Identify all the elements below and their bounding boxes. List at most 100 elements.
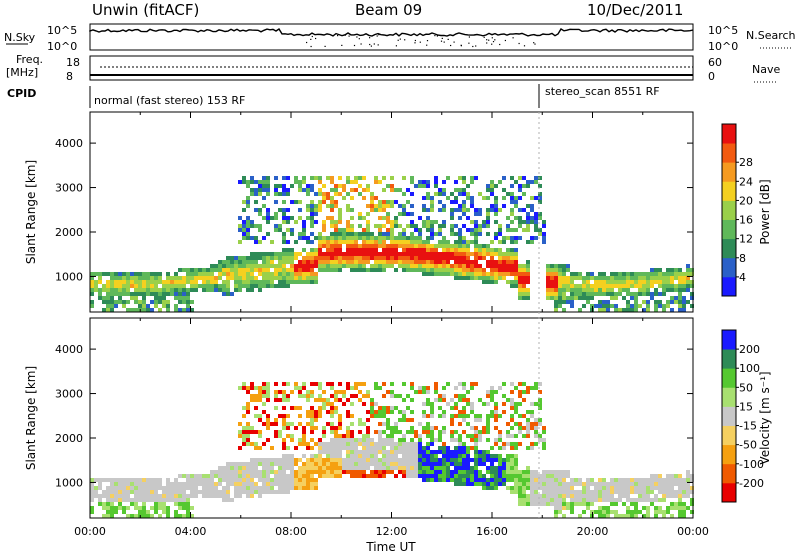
velocity-cell xyxy=(538,474,542,478)
power-cell xyxy=(178,288,182,292)
power-cell xyxy=(306,188,310,192)
velocity-cell xyxy=(690,486,694,490)
power-cell xyxy=(114,284,118,288)
power-cell xyxy=(242,260,246,264)
velocity-cell xyxy=(534,482,538,486)
velocity-cell xyxy=(254,466,258,470)
power-cell xyxy=(562,276,566,280)
velocity-cell xyxy=(502,462,506,466)
velocity-cell xyxy=(302,386,306,390)
velocity-cell xyxy=(462,410,466,414)
power-cell xyxy=(514,228,518,232)
velocity-cell xyxy=(306,474,310,478)
velocity-cell xyxy=(106,490,110,494)
velocity-cell xyxy=(382,414,386,418)
power-cell xyxy=(138,272,142,276)
power-cell xyxy=(506,216,510,220)
velocity-cell xyxy=(202,474,206,478)
velocity-cell xyxy=(598,514,602,518)
power-cell xyxy=(654,304,658,308)
velocity-cell xyxy=(430,462,434,466)
power-cell xyxy=(350,240,354,244)
velocity-cell xyxy=(386,462,390,466)
velocity-cell xyxy=(282,442,286,446)
velocity-cell xyxy=(342,434,346,438)
velocity-cell xyxy=(186,498,190,502)
velocity-cell xyxy=(482,458,486,462)
velocity-heatmap xyxy=(90,382,694,518)
nave-tick-bottom: 0 xyxy=(708,70,715,83)
velocity-cell xyxy=(102,506,106,510)
power-cell xyxy=(682,296,686,300)
velocity-cell xyxy=(210,482,214,486)
velocity-cell xyxy=(446,382,450,386)
velocity-cell xyxy=(242,478,246,482)
velocity-cell xyxy=(354,462,358,466)
power-cell xyxy=(330,248,334,252)
velocity-cell xyxy=(302,394,306,398)
power-cell xyxy=(150,308,154,312)
power-cell xyxy=(342,264,346,268)
power-cell xyxy=(486,212,490,216)
velocity-cell xyxy=(502,458,506,462)
power-cell xyxy=(222,284,226,288)
colorbar-tick-label: 15 xyxy=(739,400,753,413)
power-cell xyxy=(578,296,582,300)
power-cell xyxy=(510,252,514,256)
power-cell xyxy=(278,280,282,284)
power-cell xyxy=(390,232,394,236)
velocity-cell xyxy=(350,394,354,398)
power-cell xyxy=(286,280,290,284)
velocity-cell xyxy=(258,434,262,438)
velocity-cell xyxy=(550,482,554,486)
power-cell xyxy=(498,248,502,252)
velocity-cell xyxy=(326,450,330,454)
power-cell xyxy=(510,192,514,196)
power-cell xyxy=(350,256,354,260)
power-cell xyxy=(462,240,466,244)
velocity-cell xyxy=(198,474,202,478)
power-cell xyxy=(330,264,334,268)
velocity-cell xyxy=(378,450,382,454)
velocity-cell xyxy=(150,486,154,490)
velocity-cell xyxy=(418,390,422,394)
velocity-cell xyxy=(590,494,594,498)
power-cell xyxy=(282,212,286,216)
velocity-cell xyxy=(146,514,150,518)
colorbar-swatch xyxy=(722,463,736,484)
power-cell xyxy=(170,288,174,292)
velocity-cell xyxy=(394,474,398,478)
velocity-cell xyxy=(462,394,466,398)
power-cell xyxy=(178,308,182,312)
velocity-cell xyxy=(342,470,346,474)
velocity-cell xyxy=(314,442,318,446)
velocity-cell xyxy=(530,486,534,490)
power-cell xyxy=(254,276,258,280)
velocity-cell xyxy=(426,470,430,474)
power-cell xyxy=(674,284,678,288)
velocity-cell xyxy=(114,478,118,482)
power-cell xyxy=(366,212,370,216)
velocity-cell xyxy=(534,442,538,446)
power-cell xyxy=(154,276,158,280)
velocity-cell xyxy=(334,394,338,398)
velocity-cell xyxy=(266,458,270,462)
power-cell xyxy=(354,252,358,256)
power-cell xyxy=(158,300,162,304)
power-cell xyxy=(458,264,462,268)
power-cell xyxy=(686,288,690,292)
power-cell xyxy=(462,264,466,268)
power-cell xyxy=(486,184,490,188)
power-cell xyxy=(526,268,530,272)
power-cell xyxy=(294,264,298,268)
power-cell xyxy=(390,188,394,192)
velocity-cell xyxy=(282,478,286,482)
velocity-cell xyxy=(522,434,526,438)
power-cell xyxy=(166,304,170,308)
velocity-cell xyxy=(670,482,674,486)
power-cell xyxy=(502,268,506,272)
velocity-cell xyxy=(258,394,262,398)
power-cell xyxy=(146,288,150,292)
velocity-cell xyxy=(162,510,166,514)
power-cell xyxy=(290,256,294,260)
